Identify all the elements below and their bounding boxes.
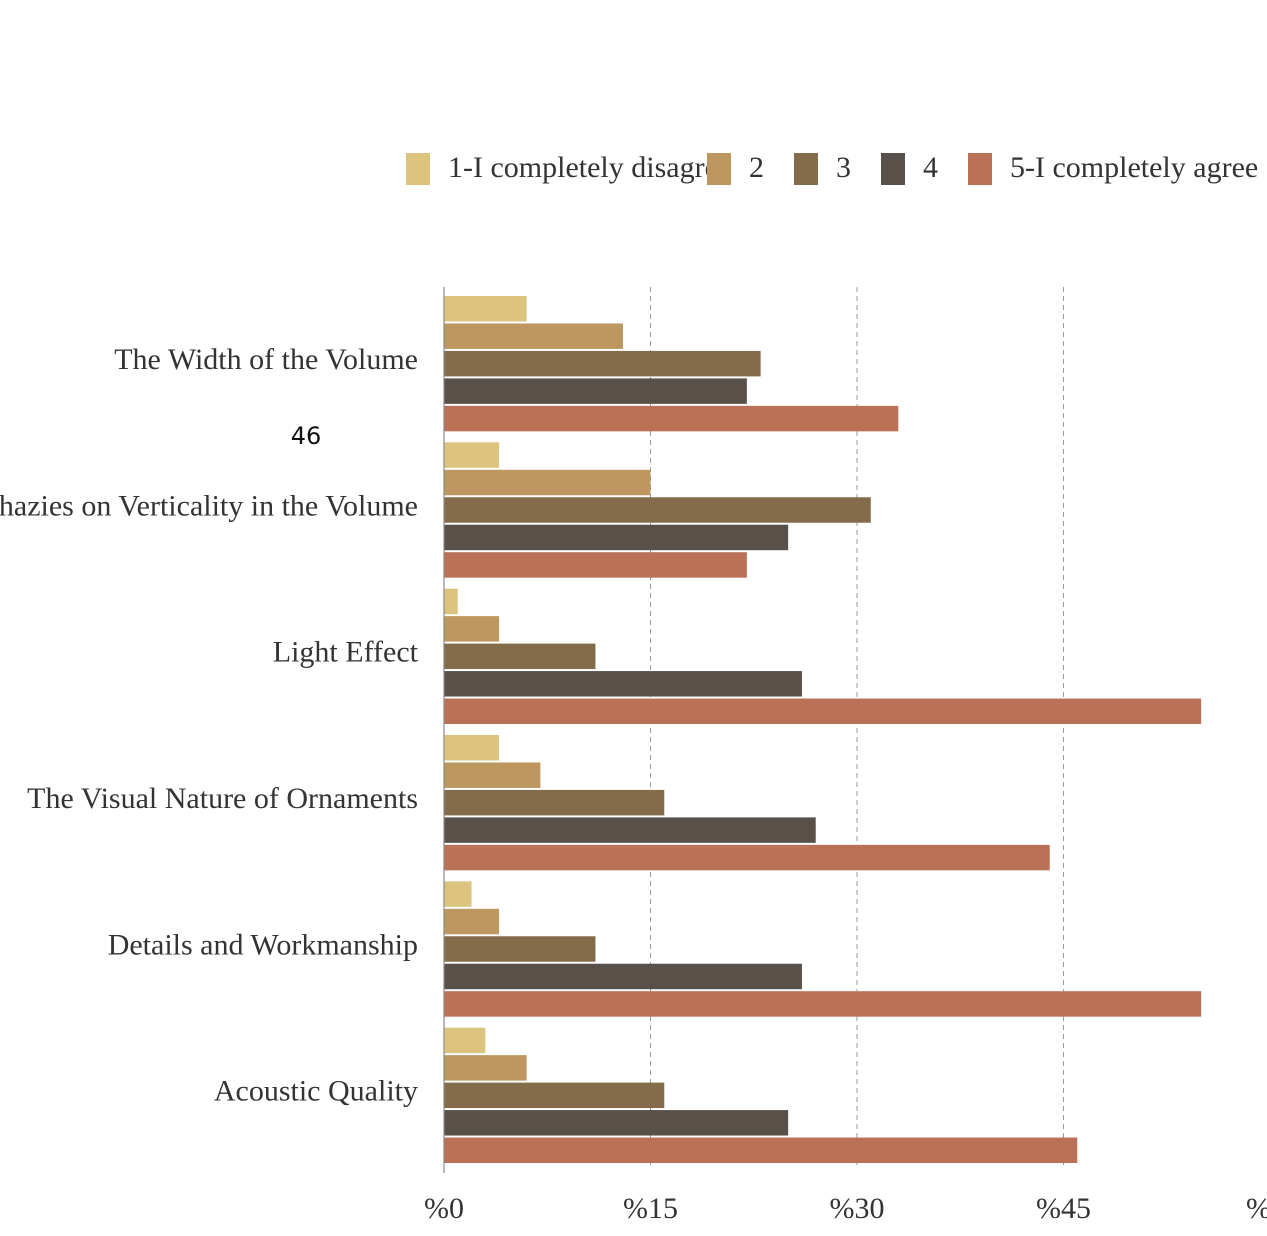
category-label: Light Effect — [273, 636, 419, 669]
x-tick-label: %60 — [1246, 1192, 1267, 1225]
bars-layer — [444, 296, 1202, 1163]
category-label: Acoustic Quality — [214, 1075, 418, 1108]
bar-6-series-5 — [444, 1137, 1078, 1163]
bar-4-series-5 — [444, 844, 1050, 871]
bar-2-series-2 — [444, 469, 651, 496]
legend-swatch — [881, 153, 905, 185]
bar-1-series-4 — [444, 378, 747, 404]
category-labels: The Width of the Volume Emphazies on Vert… — [0, 343, 419, 1108]
legend-label: 5-I completely agree — [1010, 151, 1258, 184]
legend-label: 2 — [749, 151, 764, 184]
bar-4-series-3 — [444, 789, 665, 816]
bar-3-series-2 — [444, 616, 500, 642]
legend-swatch — [406, 153, 430, 185]
bar-2-series-4 — [444, 524, 789, 551]
bar-3-series-4 — [444, 671, 802, 697]
bar-3-series-3 — [444, 643, 596, 670]
bar-2-series-1 — [444, 442, 500, 468]
bar-3-series-5 — [444, 698, 1202, 724]
legend-swatch — [794, 153, 818, 185]
x-tick-label: %30 — [830, 1192, 885, 1225]
bar-5-series-1 — [444, 881, 472, 907]
bar-1-series-2 — [444, 323, 623, 349]
annotations: 46 — [291, 422, 322, 450]
bar-4-series-4 — [444, 817, 816, 843]
x-tick-labels: %0 %15 %30 %45 %60 — [424, 1192, 1267, 1225]
bar-4-series-2 — [444, 762, 541, 788]
bar-1-series-3 — [444, 350, 761, 377]
category-label: Details and Workmanship — [108, 928, 418, 961]
x-tick-label: %0 — [424, 1192, 464, 1225]
legend-label: 3 — [836, 151, 851, 184]
bar-5-series-5 — [444, 991, 1202, 1017]
bar-3-series-1 — [444, 588, 458, 615]
bar-5-series-4 — [444, 963, 802, 990]
legend: 1-I completely disagree 2 3 4 5-I completely… — [406, 151, 1258, 185]
bar-4-series-1 — [444, 735, 500, 761]
bar-6-series-2 — [444, 1055, 527, 1081]
annotation-text: 46 — [291, 422, 322, 450]
x-tick-label: %15 — [623, 1192, 678, 1225]
bar-1-series-1 — [444, 296, 527, 322]
legend-swatch — [707, 153, 731, 185]
legend-label: 1-I completely disagree — [448, 151, 731, 184]
x-tick-label: %45 — [1036, 1192, 1091, 1225]
bar-1-series-5 — [444, 405, 899, 432]
bar-5-series-3 — [444, 936, 596, 962]
legend-swatch — [968, 153, 992, 185]
legend-label: 4 — [923, 151, 938, 184]
bar-2-series-3 — [444, 497, 871, 523]
bar-6-series-3 — [444, 1082, 665, 1109]
bar-2-series-5 — [444, 552, 747, 578]
category-label: The Visual Nature of Ornaments — [27, 782, 418, 815]
bar-5-series-2 — [444, 908, 500, 935]
grid-layer — [650, 287, 1064, 1165]
category-label: The Width of the Volume — [114, 343, 418, 376]
bar-6-series-1 — [444, 1027, 486, 1054]
bar-6-series-4 — [444, 1110, 789, 1136]
category-label: Emphazies on Verticality in the Volume — [0, 489, 418, 522]
